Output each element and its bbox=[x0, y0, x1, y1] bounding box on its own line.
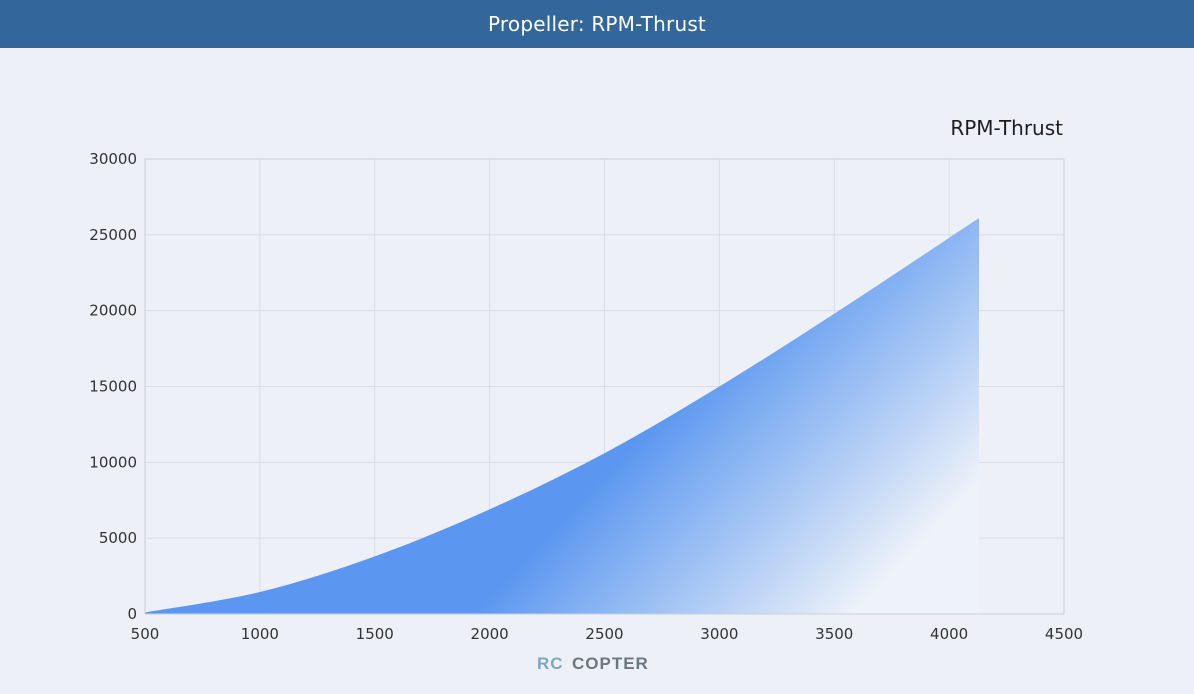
header-bar: Propeller: RPM-Thrust bbox=[0, 0, 1194, 48]
watermark-rc-text: RC bbox=[537, 654, 564, 673]
y-tick-label: 10000 bbox=[89, 453, 137, 471]
page-title: Propeller: RPM-Thrust bbox=[488, 12, 706, 36]
rpm-thrust-chart: 500 1000 1500 2000 2500 3000 3500 4000 4500 0 5000… bbox=[89, 116, 1083, 673]
thrust-area-series bbox=[145, 218, 979, 614]
x-tick-label: 3000 bbox=[700, 625, 738, 643]
x-tick-label: 3500 bbox=[815, 625, 853, 643]
x-tick-label: 4500 bbox=[1045, 625, 1083, 643]
y-tick-label: 0 bbox=[127, 605, 137, 623]
x-tick-label: 1500 bbox=[356, 625, 394, 643]
y-tick-label: 30000 bbox=[89, 150, 137, 168]
x-tick-label: 4000 bbox=[930, 625, 968, 643]
chart-container: 500 1000 1500 2000 2500 3000 3500 4000 4500 0 5000… bbox=[0, 48, 1194, 694]
chart-title: RPM-Thrust bbox=[950, 116, 1063, 140]
x-tick-label: 1000 bbox=[241, 625, 279, 643]
y-tick-label: 20000 bbox=[89, 302, 137, 320]
x-tick-label: 2500 bbox=[585, 625, 623, 643]
y-tick-label: 5000 bbox=[99, 529, 137, 547]
x-tick-label: 500 bbox=[131, 625, 160, 643]
x-tick-label: 2000 bbox=[471, 625, 509, 643]
y-tick-label: 25000 bbox=[89, 226, 137, 244]
watermark-logo: RC COPTER bbox=[537, 654, 649, 673]
y-tick-label: 15000 bbox=[89, 378, 137, 396]
watermark-copter-text: COPTER bbox=[572, 654, 649, 673]
